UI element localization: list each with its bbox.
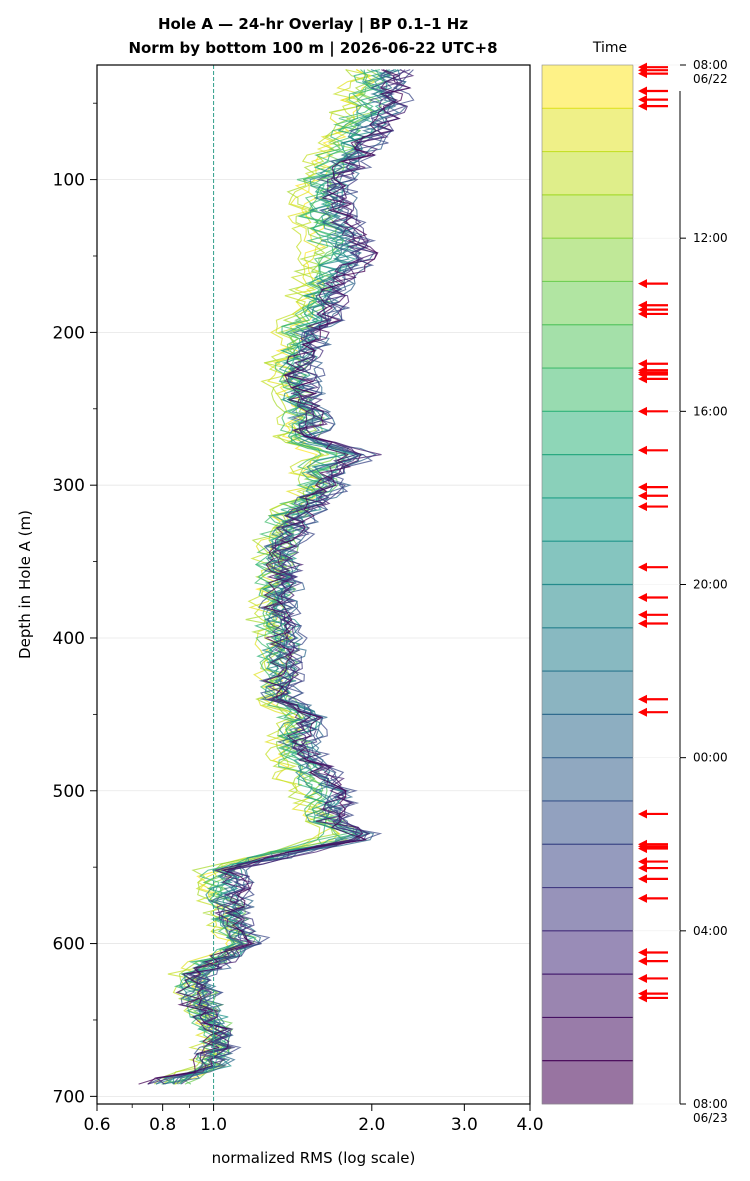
series-line-15 <box>155 69 401 1085</box>
event-arrow-head <box>638 491 647 501</box>
colorbar-title: Time <box>592 40 627 56</box>
event-arrow-head <box>638 893 647 903</box>
event-arrow-head <box>638 592 647 602</box>
colorbar-bin <box>542 844 633 888</box>
colorbar-bin <box>542 584 633 629</box>
event-arrow-head <box>638 809 647 819</box>
colorbar-bin <box>542 368 633 412</box>
colorbar-bin <box>542 454 633 499</box>
event-arrow-head <box>638 86 647 96</box>
event-arrow-head <box>638 874 647 884</box>
y-tick-label: 400 <box>53 629 85 649</box>
chart-subtitle: Norm by bottom 100 m | 2026-06-22 UTC+8 <box>128 39 497 58</box>
event-arrow-head <box>638 610 647 620</box>
event-arrow-head <box>638 857 647 867</box>
colorbar-bin <box>542 324 633 369</box>
y-tick-label: 700 <box>53 1087 85 1107</box>
event-arrow-head <box>638 359 647 369</box>
event-arrow-head <box>638 707 647 717</box>
y-tick-label: 300 <box>53 476 85 496</box>
series-line-7 <box>178 69 385 1085</box>
colorbar-bin <box>542 714 633 758</box>
event-arrow-head <box>638 973 647 983</box>
x-tick-label: 2.0 <box>358 1115 385 1135</box>
colorbar-bin <box>542 887 633 932</box>
x-tick-label: 4.0 <box>516 1115 543 1135</box>
colorbar-bin <box>542 238 633 282</box>
event-arrow-head <box>638 844 647 854</box>
event-arrow-head <box>638 374 647 384</box>
series-line-8 <box>161 69 372 1085</box>
y-tick-label: 600 <box>53 935 85 955</box>
colorbar-bin <box>542 627 633 672</box>
event-arrow-head <box>638 502 647 512</box>
event-arrow-head <box>638 694 647 704</box>
colorbar-bin <box>542 757 633 802</box>
colorbar-bin <box>542 1060 633 1105</box>
series-line-20 <box>180 69 411 1085</box>
x-tick-label: 0.6 <box>83 1115 110 1135</box>
colorbar-bin <box>542 800 633 845</box>
series-group <box>138 69 415 1085</box>
colorbar-bin <box>542 1017 633 1062</box>
colorbar-bin <box>542 108 633 152</box>
colorbar-bin <box>542 671 633 715</box>
event-arrow-head <box>638 618 647 628</box>
time-tick-label: 08:00 06/22 <box>693 58 728 86</box>
colorbar <box>541 64 634 1105</box>
event-arrows <box>638 62 668 1003</box>
colorbar-bin <box>542 151 633 196</box>
event-arrow-head <box>638 562 647 572</box>
x-axis-label: normalized RMS (log scale) <box>212 1149 416 1167</box>
series-line-9 <box>162 69 381 1085</box>
y-tick-label: 200 <box>53 323 85 343</box>
chart-title: Hole A — 24-hr Overlay | BP 0.1–1 Hz <box>158 15 468 34</box>
time-tick-label: 00:00 <box>693 751 728 765</box>
event-arrow-head <box>638 406 647 416</box>
y-tick-label: 100 <box>53 171 85 191</box>
time-tick-label: 16:00 <box>693 404 728 418</box>
event-arrow-head <box>638 863 647 873</box>
series-line-10 <box>178 69 386 1085</box>
event-arrow-head <box>638 279 647 289</box>
colorbar-bin <box>542 194 633 239</box>
colorbar-bin <box>542 411 633 455</box>
series-line-22 <box>155 69 415 1085</box>
event-arrow-head <box>638 69 647 79</box>
event-arrow-head <box>638 101 647 111</box>
y-tick-label: 500 <box>53 782 85 802</box>
event-arrow-head <box>638 482 647 492</box>
plot-frame <box>96 64 531 1105</box>
time-tick-label: 12:00 <box>693 231 728 245</box>
event-arrow-head <box>638 947 647 957</box>
colorbar-bin <box>542 281 633 326</box>
colorbar-bin <box>542 497 633 542</box>
colorbar-bin <box>542 974 633 1018</box>
x-tick-label: 1.0 <box>200 1115 227 1135</box>
event-arrow-head <box>638 309 647 319</box>
time-tick-label: 20:00 <box>693 578 728 592</box>
time-tick-label: 08:00 06/23 <box>693 1097 728 1125</box>
event-arrow-head <box>638 993 647 1003</box>
series-line-24 <box>138 69 404 1085</box>
x-tick-label: 3.0 <box>451 1115 478 1135</box>
event-arrow-head <box>638 956 647 966</box>
colorbar-bin <box>542 65 633 109</box>
x-tick-label: 0.8 <box>149 1115 176 1135</box>
event-arrow-head <box>638 95 647 105</box>
colorbar-bin <box>542 930 633 975</box>
colorbar-bin <box>542 541 633 585</box>
y-axis-label: Depth in Hole A (m) <box>16 510 34 659</box>
time-tick-label: 04:00 <box>693 924 728 938</box>
event-arrow-head <box>638 445 647 455</box>
